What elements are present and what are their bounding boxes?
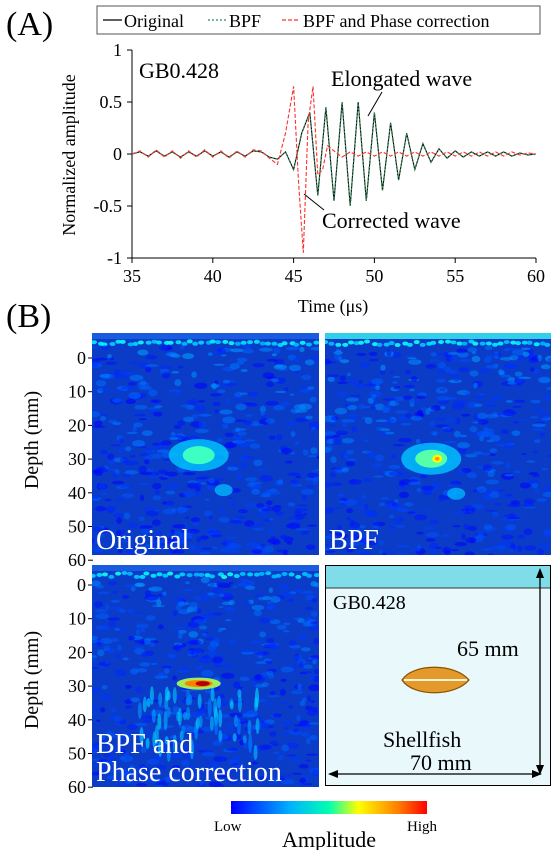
shellfish-label: Shellfish [383, 727, 461, 752]
legend-label-original: Original [124, 11, 184, 31]
y-tick-label: 0.5 [100, 92, 123, 112]
corrected-wave-pointer [303, 193, 325, 211]
depth-tick-label: 30 [68, 449, 86, 469]
y-tick-label: -0.5 [94, 196, 123, 216]
depth-tick-label: 40 [68, 710, 86, 730]
width-arrow-right [532, 770, 542, 778]
height-arrow-top [536, 568, 544, 578]
x-tick-label: 50 [365, 266, 383, 286]
y-tick-label: 1 [113, 40, 122, 60]
schematic-water-band [326, 566, 550, 588]
depth-ticks-bottom: 0 10 20 30 40 50 60 [68, 575, 93, 797]
depth-tick-label: 0 [77, 575, 86, 595]
panel-a-label: (A) [6, 6, 54, 43]
depth-axis-bottom: Depth (mm) 0 10 20 30 40 50 60 [21, 575, 93, 797]
depth-ticks-top: 0 10 20 30 40 50 60 [68, 348, 93, 570]
depth-tick-label: 30 [68, 676, 86, 696]
depth-tick-label: 10 [68, 382, 86, 402]
depth-tick-label: 40 [68, 483, 86, 503]
heatmap-bpf: BPF [325, 333, 551, 555]
sample-schematic: GB0.428 65 mm 70 mm Shellfish [325, 565, 551, 786]
shellfish-icon [401, 666, 470, 694]
elongated-wave-pointer [367, 91, 383, 117]
x-tick-label: 45 [285, 266, 303, 286]
legend-box [96, 5, 541, 35]
width-dimension-label: 70 mm [410, 750, 472, 775]
width-arrow-left [328, 770, 338, 778]
depth-tick-label: 60 [68, 550, 86, 570]
depth-tick-label: 50 [68, 517, 86, 537]
axis-group: 35 40 45 50 55 60 1 0.5 0 -0.5 -1 [94, 40, 546, 286]
heatmap-label-bpf: BPF [329, 525, 379, 555]
y-tick-label: 0 [113, 144, 122, 164]
colorbar-gradient [231, 801, 427, 814]
depth-tick-label: 50 [68, 744, 86, 764]
depth-axis-label-top: Depth (mm) [21, 391, 43, 489]
legend-label-phase: BPF and Phase correction [303, 11, 489, 31]
heatmap-phase-corrected: BPF and Phase correction [92, 565, 319, 787]
heatmap-image [325, 333, 551, 555]
depth-tick-label: 0 [77, 348, 86, 368]
corrected-wave-annotation: Corrected wave [322, 208, 461, 233]
heatmap-label-original: Original [96, 525, 190, 555]
x-axis-label: Time (μs) [298, 296, 369, 317]
x-tick-label: 40 [204, 266, 222, 286]
y-axis-label: Normalized amplitude [59, 74, 79, 235]
depth-tick-label: 60 [68, 777, 86, 797]
depth-tick-label: 20 [68, 415, 86, 435]
depth-axis-top: Depth (mm) 0 10 20 30 40 50 60 [21, 348, 93, 570]
colorbar: Low High Amplitude [214, 801, 438, 850]
height-arrow-bottom [536, 765, 544, 775]
waveform-chart: Original BPF BPF and Phase correction 35… [59, 5, 546, 317]
colorbar-title: Amplitude [282, 827, 376, 850]
x-tick-label: 55 [446, 266, 464, 286]
depth-axis-label-bottom: Depth (mm) [21, 631, 43, 729]
height-dimension-label: 65 mm [457, 636, 519, 661]
colorbar-high-label: High [407, 819, 438, 835]
elongated-wave-annotation: Elongated wave [331, 66, 472, 91]
heatmap-image [92, 333, 319, 555]
legend-label-bpf: BPF [229, 11, 261, 31]
sample-annotation: GB0.428 [139, 58, 219, 83]
heatmap-original: Original [92, 333, 319, 555]
heatmap-image [92, 565, 319, 787]
series-phase-corrected-line [131, 86, 537, 253]
depth-tick-label: 10 [68, 609, 86, 629]
depth-tick-label: 20 [68, 642, 86, 662]
series-group [131, 86, 537, 253]
y-tick-label: -1 [107, 248, 122, 268]
x-tick-label: 35 [123, 266, 141, 286]
schematic-sample-label: GB0.428 [333, 592, 406, 614]
panel-b-label: (B) [6, 298, 52, 335]
heatmap-label-phase: BPF and Phase correction [96, 729, 282, 787]
x-tick-label: 60 [527, 266, 545, 286]
colorbar-low-label: Low [214, 819, 242, 835]
legend: Original BPF BPF and Phase correction [96, 5, 541, 35]
